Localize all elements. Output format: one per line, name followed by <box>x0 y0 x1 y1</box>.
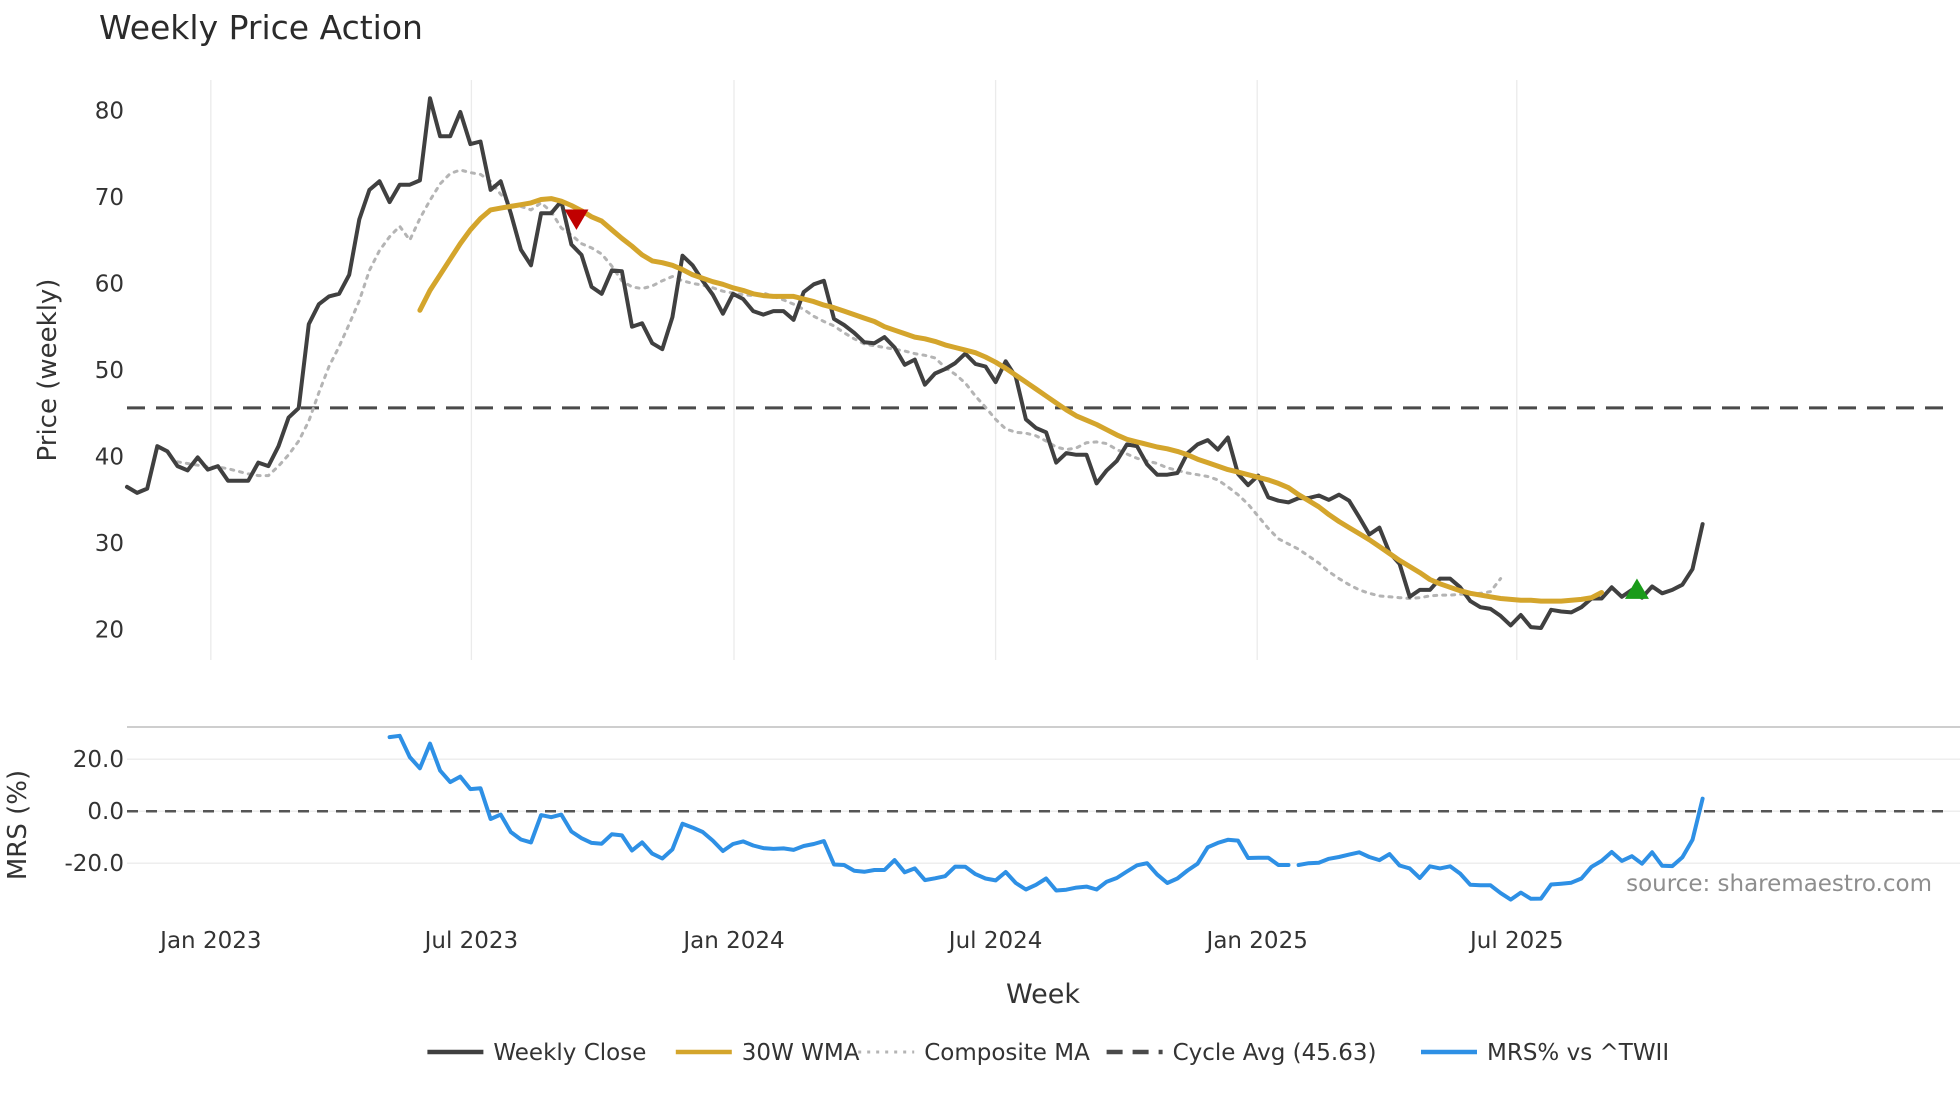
chart-title: Weekly Price Action <box>99 8 423 47</box>
wma-30w-line <box>417 196 1605 604</box>
price-y-tick-label: 40 <box>95 445 124 471</box>
price-y-tick-label: 70 <box>95 185 124 211</box>
price-y-tick-label: 30 <box>95 531 124 557</box>
price-y-tick-label: 20 <box>95 618 124 644</box>
price-y-axis-label: Price (weekly) <box>33 279 63 462</box>
price-y-tick-labels: 20 30 40 50 60 70 80 <box>95 98 124 643</box>
mrs-y-tick-label: 0.0 <box>87 799 124 825</box>
legend-label: Composite MA <box>924 1040 1090 1066</box>
x-tick-label: Jul 2025 <box>1468 928 1564 954</box>
mrs-series <box>387 733 1705 902</box>
mrs-y-tick-labels: 20.0 0.0 -20.0 <box>64 747 124 877</box>
mrs-line <box>387 733 1291 893</box>
mrs-y-tick-label: 20.0 <box>73 747 124 773</box>
price-series <box>125 96 1944 630</box>
mrs-y-tick-label: -20.0 <box>64 851 124 877</box>
source-watermark: source: sharemaestro.com <box>1626 871 1932 897</box>
mrs-grid <box>127 758 1960 864</box>
price-y-tick-label: 80 <box>95 98 124 124</box>
x-tick-label: Jul 2023 <box>423 928 519 954</box>
x-tick-label: Jan 2024 <box>681 928 784 954</box>
x-tick-label: Jan 2023 <box>158 928 261 954</box>
price-y-tick-label: 50 <box>95 358 124 384</box>
legend: Weekly Close 30W WMA Composite MA Cycle Avg… <box>427 1040 1669 1066</box>
legend-label: Cycle Avg (45.63) <box>1173 1040 1377 1066</box>
mrs-line <box>1296 796 1705 902</box>
legend-label: MRS% vs ^TWII <box>1487 1040 1669 1066</box>
legend-label: 30W WMA <box>742 1040 860 1066</box>
sell-signal-marker <box>564 209 589 230</box>
x-axis-label: Week <box>1006 979 1080 1010</box>
x-tick-label: Jul 2024 <box>947 928 1043 954</box>
x-tick-label: Jan 2025 <box>1205 928 1308 954</box>
composite-ma-line <box>176 168 1503 600</box>
weekly-close-line <box>125 96 1705 630</box>
signal-markers <box>564 209 1649 599</box>
price-grid <box>210 80 1518 660</box>
x-tick-labels: Jan 2023 Jul 2023 Jan 2024 Jul 2024 Jan 2025… <box>158 928 1563 954</box>
legend-label: Weekly Close <box>493 1040 646 1066</box>
price-y-tick-label: 60 <box>95 271 124 297</box>
buy-signal-marker <box>1624 578 1649 599</box>
mrs-y-axis-label: MRS (%) <box>3 770 33 880</box>
